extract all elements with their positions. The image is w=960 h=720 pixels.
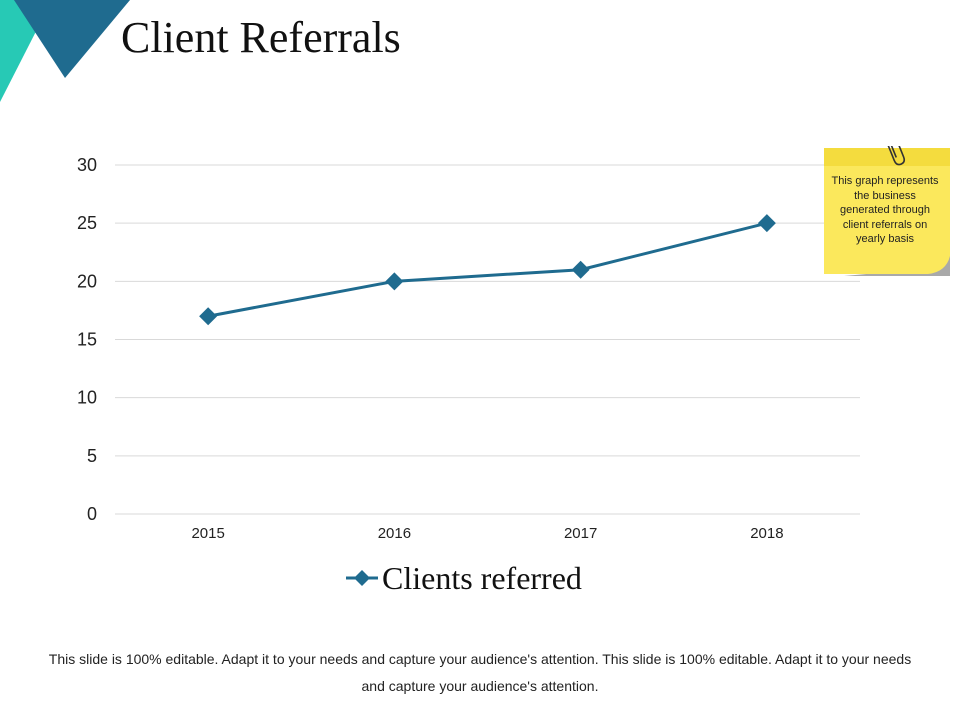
y-tick-label: 20: [77, 271, 97, 291]
y-tick-label: 30: [77, 155, 97, 175]
y-tick-label: 25: [77, 213, 97, 233]
chart-gridlines: [115, 164, 860, 515]
chart-series: [199, 214, 776, 326]
slide-title: Client Referrals: [121, 13, 401, 62]
x-tick-label: 2017: [564, 525, 597, 542]
data-point-marker: [571, 260, 590, 279]
legend-series-name: Clients referred: [382, 559, 582, 596]
x-tick-label: 2016: [378, 525, 411, 542]
y-axis-ticks: 0 5 10 15 20 25 30: [77, 155, 97, 524]
chart-legend: Clients referred: [346, 558, 582, 598]
data-point-marker: [199, 307, 218, 326]
y-tick-label: 15: [77, 330, 97, 350]
series-line: [207, 221, 768, 318]
x-tick-label: 2015: [191, 525, 224, 542]
sticky-note: [824, 146, 950, 276]
sticky-note-text: This graph represents the business gener…: [831, 175, 939, 245]
legend-diamond-marker: [346, 570, 378, 586]
y-tick-label: 0: [87, 504, 97, 524]
sticky-note-shadow: [844, 246, 950, 276]
paperclip-icon: [885, 146, 906, 166]
data-point-marker: [757, 214, 776, 233]
corner-blue-triangle: [14, 0, 130, 78]
sticky-note-top-strip: [824, 148, 950, 166]
x-axis-ticks: 2015 2016 2017 2018: [191, 525, 783, 542]
x-tick-label: 2018: [750, 525, 783, 542]
sticky-note-paper: [824, 148, 950, 274]
data-point-marker: [385, 272, 404, 291]
corner-decoration: [0, 0, 130, 102]
y-tick-label: 10: [77, 388, 97, 408]
y-tick-label: 5: [87, 446, 97, 466]
footer-text: This slide is 100% editable. Adapt it to…: [48, 651, 912, 694]
line-chart: 0 5 10 15 20 25 30 2015 2016 2017 2018: [77, 155, 860, 542]
